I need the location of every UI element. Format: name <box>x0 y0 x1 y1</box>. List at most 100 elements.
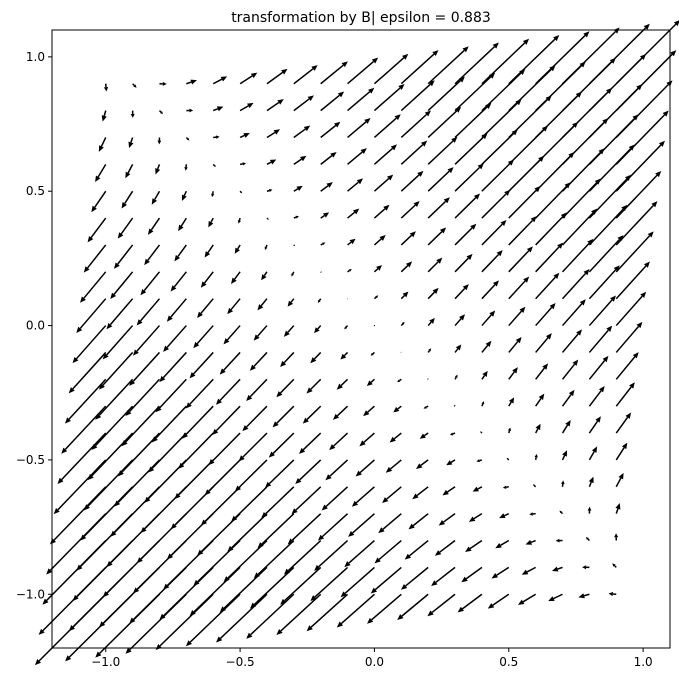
vector-arrow <box>159 81 167 86</box>
vector-arrow <box>588 265 620 300</box>
vector-arrow <box>427 227 447 246</box>
vector-arrow <box>454 374 458 380</box>
vector-arrow <box>265 459 295 488</box>
vector-arrow <box>144 244 161 266</box>
vector-arrow <box>431 566 456 587</box>
x-tick-label: 1.0 <box>634 655 653 669</box>
vector-arrow <box>615 140 665 192</box>
vector-arrow <box>454 102 492 139</box>
vector-arrow <box>366 378 375 386</box>
vector-arrow <box>615 110 669 165</box>
vector-arrow <box>359 432 375 447</box>
vector-arrow <box>495 539 510 549</box>
vector-arrow <box>320 182 333 192</box>
y-tick-label: −0.5 <box>16 453 45 467</box>
vector-arrow <box>140 271 161 296</box>
vector-arrow <box>615 352 639 380</box>
vector-arrow <box>400 80 435 112</box>
vector-arrow <box>186 108 194 113</box>
vector-arrow <box>293 244 296 247</box>
vector-arrow <box>336 593 375 628</box>
x-tick-label: 0.0 <box>365 655 384 669</box>
vector-arrow <box>291 271 295 277</box>
vector-arrow <box>535 272 560 300</box>
vector-arrow <box>481 401 485 407</box>
vector-arrow <box>325 459 349 481</box>
vector-arrow <box>400 170 424 192</box>
vector-arrow <box>400 50 439 85</box>
vector-arrow <box>87 432 134 481</box>
vector-arrow <box>317 513 349 541</box>
vector-arrow <box>588 355 609 380</box>
vector-arrow <box>320 151 337 165</box>
vector-arrow <box>87 217 107 243</box>
vector-arrow <box>588 325 613 353</box>
vector-arrow <box>204 459 241 496</box>
vector-arrow <box>98 351 134 390</box>
vector-arrow <box>276 593 322 636</box>
vector-arrow <box>310 566 349 602</box>
vector-arrow <box>102 325 134 360</box>
vector-arrow <box>320 242 326 246</box>
vector-arrow <box>481 280 499 300</box>
vector-arrow <box>461 566 483 583</box>
vector-arrow <box>276 378 295 398</box>
vector-arrow <box>427 106 462 139</box>
vector-arrow <box>615 321 643 353</box>
vector-arrow <box>261 271 268 281</box>
vector-arrow <box>535 393 545 407</box>
vector-arrow <box>465 539 483 553</box>
vector-arrow <box>561 419 571 434</box>
vector-arrow <box>80 271 107 303</box>
vector-arrow <box>585 537 590 542</box>
vector-arrow <box>355 459 375 477</box>
vector-arrow <box>373 324 376 327</box>
vector-arrow <box>481 340 492 353</box>
vector-arrow <box>113 244 134 269</box>
vector-arrow <box>117 217 134 239</box>
y-tick-label: 1.0 <box>26 50 45 64</box>
vector-arrow <box>374 539 402 564</box>
vector-arrow <box>588 295 616 327</box>
vector-arrow <box>561 480 565 487</box>
vector-arrow <box>332 405 349 420</box>
vector-arrow <box>481 310 496 327</box>
vector-arrow <box>299 432 322 454</box>
vector-arrow <box>373 53 409 85</box>
vector-arrow <box>561 450 567 461</box>
vector-arrow <box>508 397 515 407</box>
y-tick-label: 0.5 <box>26 184 45 198</box>
vector-arrow <box>193 325 214 349</box>
vector-arrow <box>231 271 241 284</box>
vector-arrow <box>266 129 281 139</box>
vector-arrow <box>234 244 241 254</box>
vector-arrow <box>257 298 268 311</box>
vector-arrow <box>400 140 428 165</box>
vector-arrow <box>373 174 394 192</box>
vector-arrow <box>446 459 456 466</box>
vector-arrow <box>287 513 322 545</box>
vector-arrow <box>253 325 268 341</box>
vector-arrow <box>98 137 107 152</box>
vector-arrow <box>185 136 190 141</box>
vector-arrow <box>508 35 560 85</box>
vector-arrow <box>208 432 241 466</box>
vector-arrow <box>166 298 187 322</box>
vector-arrow <box>561 389 575 407</box>
vector-arrow <box>472 486 483 492</box>
vector-arrow <box>373 234 386 246</box>
vector-arrow <box>174 459 214 500</box>
vector-arrow <box>151 190 161 205</box>
vector-arrow <box>61 405 107 454</box>
arrow-layer <box>34 20 679 666</box>
vector-arrow <box>231 486 268 522</box>
vector-arrow <box>238 432 268 462</box>
vector-arrow <box>246 593 295 639</box>
vector-arrow <box>608 591 617 597</box>
vector-arrow <box>400 110 431 139</box>
vector-arrow <box>310 351 322 364</box>
vector-arrow <box>103 83 109 92</box>
vector-arrow <box>400 231 416 246</box>
vector-arrow <box>129 351 161 386</box>
vector-arrow <box>272 405 295 428</box>
